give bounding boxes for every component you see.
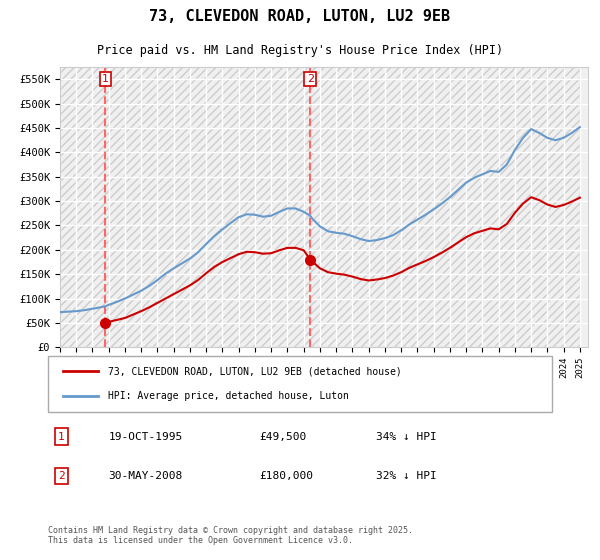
Text: Contains HM Land Registry data © Crown copyright and database right 2025.
This d: Contains HM Land Registry data © Crown c… [48, 526, 413, 545]
Text: Price paid vs. HM Land Registry's House Price Index (HPI): Price paid vs. HM Land Registry's House … [97, 44, 503, 57]
Text: 2: 2 [58, 471, 65, 481]
Text: £180,000: £180,000 [260, 471, 314, 481]
FancyBboxPatch shape [48, 356, 552, 412]
Text: 30-MAY-2008: 30-MAY-2008 [109, 471, 183, 481]
Text: 1: 1 [58, 432, 65, 442]
Text: 32% ↓ HPI: 32% ↓ HPI [376, 471, 436, 481]
Text: £49,500: £49,500 [260, 432, 307, 442]
Text: 19-OCT-1995: 19-OCT-1995 [109, 432, 183, 442]
Text: 34% ↓ HPI: 34% ↓ HPI [376, 432, 436, 442]
Text: 73, CLEVEDON ROAD, LUTON, LU2 9EB (detached house): 73, CLEVEDON ROAD, LUTON, LU2 9EB (detac… [109, 366, 402, 376]
Text: 1: 1 [102, 74, 109, 84]
Text: 2: 2 [307, 74, 314, 84]
Text: HPI: Average price, detached house, Luton: HPI: Average price, detached house, Luto… [109, 391, 349, 401]
Text: 73, CLEVEDON ROAD, LUTON, LU2 9EB: 73, CLEVEDON ROAD, LUTON, LU2 9EB [149, 10, 451, 24]
